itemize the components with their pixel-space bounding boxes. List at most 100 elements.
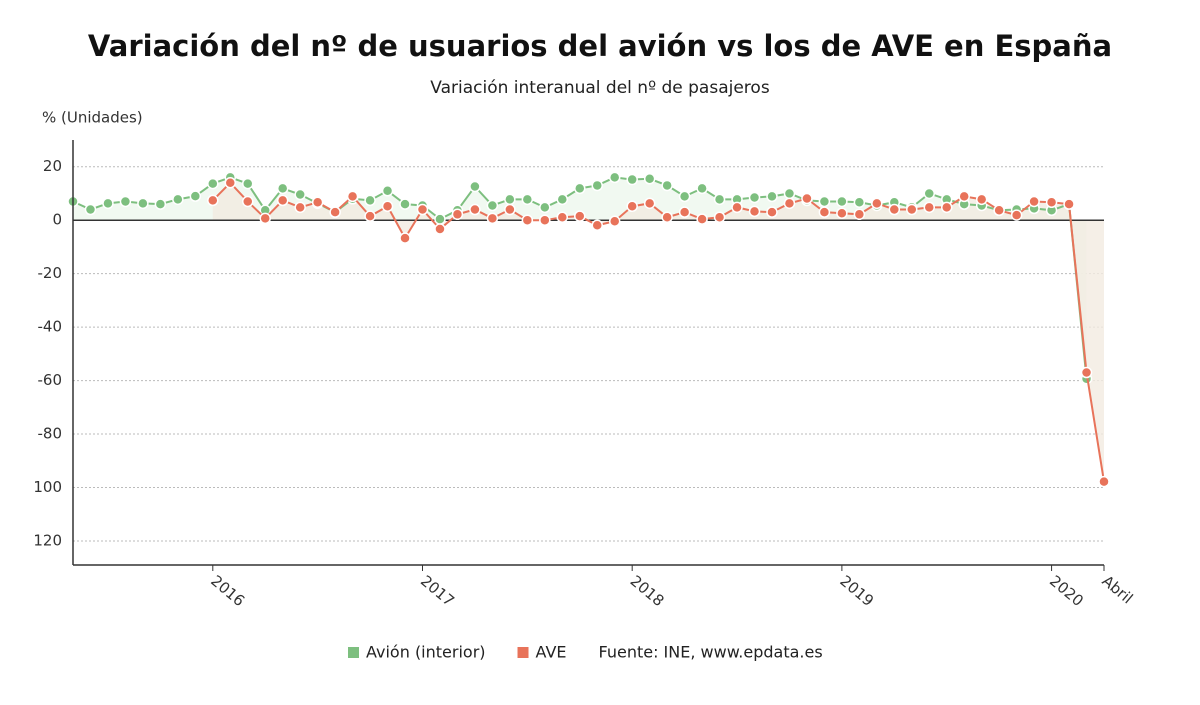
x-tick-label: 2016 bbox=[207, 572, 248, 610]
data-point bbox=[486, 199, 499, 212]
data-point bbox=[154, 198, 167, 210]
legend-label: AVE bbox=[536, 643, 567, 662]
x-tick-label: 2017 bbox=[417, 572, 458, 610]
data-point bbox=[958, 190, 970, 203]
data-point bbox=[748, 191, 761, 204]
data-point bbox=[1080, 366, 1093, 379]
data-point bbox=[486, 212, 499, 225]
x-tick-label: 2020 bbox=[1046, 572, 1087, 610]
data-point bbox=[783, 187, 796, 200]
data-point bbox=[381, 200, 394, 213]
data-point bbox=[207, 194, 219, 207]
data-point bbox=[836, 207, 848, 219]
data-point bbox=[853, 208, 866, 221]
data-point bbox=[276, 194, 289, 207]
series-line bbox=[212, 181, 1105, 482]
data-point bbox=[923, 201, 936, 214]
data-point bbox=[504, 203, 516, 216]
data-point bbox=[818, 195, 831, 208]
y-tick-label: 0 bbox=[52, 211, 62, 229]
data-point bbox=[591, 219, 603, 232]
y-tick-label: 120 bbox=[33, 531, 62, 549]
data-point bbox=[696, 213, 708, 225]
y-tick-label: 100 bbox=[33, 478, 62, 496]
data-point bbox=[276, 182, 289, 195]
series-area bbox=[212, 182, 1104, 482]
data-point bbox=[521, 214, 534, 226]
data-point bbox=[521, 193, 534, 206]
data-point bbox=[399, 198, 411, 210]
x-tick-label: Abril bbox=[1099, 572, 1137, 608]
data-point bbox=[574, 182, 586, 195]
data-point bbox=[888, 203, 901, 216]
data-point bbox=[294, 201, 306, 214]
data-point bbox=[294, 188, 306, 201]
data-point bbox=[1010, 209, 1023, 221]
data-point bbox=[241, 195, 254, 208]
data-point bbox=[906, 203, 918, 216]
data-point bbox=[574, 210, 586, 222]
legend-swatch bbox=[517, 647, 529, 658]
data-point bbox=[608, 171, 621, 184]
data-point bbox=[678, 190, 691, 203]
data-point bbox=[678, 206, 691, 218]
data-point bbox=[434, 223, 446, 235]
data-point bbox=[801, 192, 813, 205]
data-point bbox=[172, 193, 184, 206]
data-point bbox=[346, 190, 359, 203]
data-point bbox=[556, 211, 569, 223]
data-point bbox=[469, 180, 481, 193]
data-point bbox=[556, 193, 569, 206]
data-point bbox=[451, 208, 464, 221]
data-point bbox=[766, 206, 778, 218]
chart-subtitle: Variación interanual del nº de pasajeros bbox=[430, 78, 770, 98]
data-point bbox=[661, 211, 673, 223]
data-point bbox=[923, 187, 936, 200]
data-point bbox=[713, 211, 726, 223]
data-point bbox=[102, 197, 114, 210]
legend-label: Avión (interior) bbox=[366, 643, 486, 662]
data-point bbox=[975, 193, 988, 206]
chart-title: Variación del nº de usuarios del avión v… bbox=[88, 29, 1112, 63]
data-point bbox=[329, 206, 341, 218]
data-point bbox=[434, 213, 446, 225]
data-point bbox=[661, 179, 673, 192]
data-point bbox=[539, 201, 551, 214]
data-point bbox=[626, 173, 638, 186]
data-point bbox=[1098, 475, 1110, 488]
data-point bbox=[818, 206, 831, 218]
data-point bbox=[469, 203, 481, 216]
data-point bbox=[1028, 195, 1040, 208]
data-point bbox=[137, 197, 149, 210]
data-point bbox=[399, 232, 411, 244]
data-point bbox=[119, 195, 132, 208]
data-point bbox=[259, 212, 271, 225]
data-point bbox=[1045, 196, 1058, 209]
y-tick-label: -40 bbox=[38, 318, 63, 336]
data-point bbox=[871, 197, 883, 210]
data-point bbox=[364, 210, 376, 222]
data-point bbox=[766, 190, 778, 203]
source: Fuente: INE, www.epdata.es bbox=[599, 643, 823, 662]
data-point bbox=[853, 196, 866, 209]
data-point bbox=[364, 194, 376, 207]
data-point bbox=[731, 201, 743, 214]
x-tick-label: 2019 bbox=[836, 572, 877, 610]
data-point bbox=[748, 205, 761, 218]
data-point bbox=[608, 215, 621, 228]
data-point bbox=[84, 203, 97, 216]
data-point bbox=[591, 179, 603, 192]
data-point bbox=[993, 204, 1005, 217]
data-point bbox=[836, 195, 848, 208]
y-axis-label: % (Unidades) bbox=[42, 109, 143, 127]
data-point bbox=[643, 197, 656, 210]
data-point bbox=[416, 203, 429, 216]
legend-swatch bbox=[348, 647, 359, 658]
y-tick-label: -80 bbox=[38, 425, 63, 443]
data-point bbox=[189, 190, 202, 202]
data-point bbox=[224, 177, 237, 189]
data-point bbox=[696, 182, 708, 195]
data-point bbox=[713, 193, 726, 206]
data-point bbox=[311, 196, 324, 209]
